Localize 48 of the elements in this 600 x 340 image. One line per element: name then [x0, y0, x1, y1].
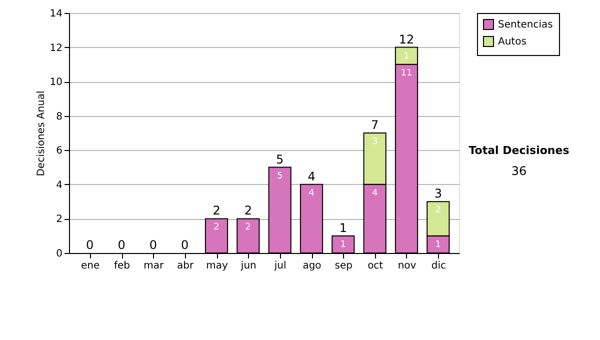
x-tick-label: jun: [240, 260, 256, 272]
data-label: 2: [435, 206, 442, 216]
y-tick-label: 8: [56, 111, 62, 122]
x-tick-label: sep: [334, 260, 353, 272]
total-label: 0: [118, 238, 126, 252]
data-label: 1: [340, 240, 346, 250]
data-label: 5: [276, 171, 283, 182]
data-label: 1: [404, 51, 410, 62]
data-label: 2: [214, 222, 220, 233]
y-tick-label: 4: [56, 180, 62, 191]
x-tick-label: nov: [398, 260, 416, 272]
x-tick-label: mar: [144, 260, 165, 272]
data-label: 4: [372, 188, 378, 198]
x-tick-label: abr: [177, 260, 195, 272]
x-tick-label: dic: [431, 260, 446, 272]
text: Total Decisiones: [468, 144, 570, 157]
data-label: 1: [435, 240, 442, 250]
y-tick-label: 2: [56, 214, 62, 226]
x-tick-label: may: [206, 260, 228, 272]
total-label: 2: [244, 204, 252, 218]
y-axis-title: Decisiones Anual: [36, 90, 47, 176]
x-tick-label: feb: [114, 260, 130, 272]
x-tick-label: oct: [368, 260, 384, 272]
data-label: 11: [400, 68, 412, 78]
total-label: 2: [212, 204, 220, 218]
total-label: 0: [86, 238, 94, 252]
y-tick-label: 12: [50, 42, 62, 54]
total-label: 0: [149, 238, 157, 252]
total-label: 7: [371, 118, 379, 132]
x-tick-label: ago: [302, 260, 322, 272]
total-label: 0: [181, 238, 189, 252]
legend-label: Sentencias: [498, 20, 553, 30]
x-tick-label: ene: [81, 260, 100, 272]
y-tick-label: 0: [56, 248, 62, 260]
total-label: 12: [398, 32, 414, 46]
total-label: 5: [276, 152, 284, 166]
y-tick-label: 10: [50, 77, 62, 88]
total-label: 1: [339, 220, 347, 235]
data-label: 2: [245, 222, 252, 233]
y-tick-label: 14: [50, 8, 62, 20]
y-tick-label: 6: [56, 146, 62, 157]
data-label: 4: [308, 188, 315, 198]
total-label: 3: [434, 186, 442, 201]
total-label: 4: [308, 169, 316, 184]
legend-label: Autos: [498, 36, 526, 48]
data-label: 3: [372, 137, 378, 147]
x-tick-label: jul: [273, 260, 286, 272]
text: 36: [511, 164, 527, 178]
